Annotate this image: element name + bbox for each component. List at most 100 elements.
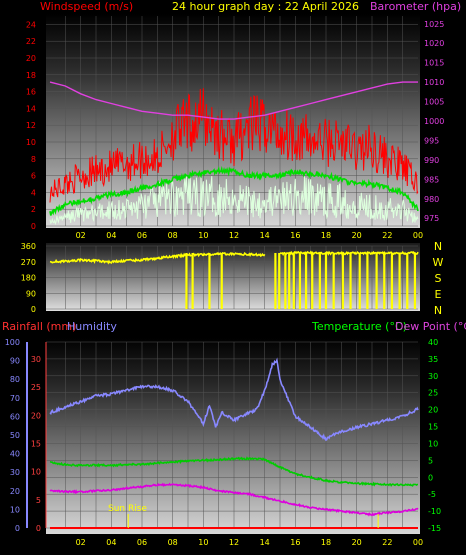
tick-label: 20	[428, 406, 438, 415]
tick-label: 12	[229, 538, 239, 547]
temperature-series	[49, 357, 419, 529]
tick-label: 0	[36, 524, 41, 533]
direction-series	[49, 250, 419, 309]
tick-label: 975	[424, 214, 439, 223]
direction-line	[279, 250, 419, 257]
tick-label: 1015	[424, 59, 444, 68]
tick-label: 10	[26, 138, 36, 147]
tick-label: 1005	[424, 98, 444, 107]
tick-label: -5	[428, 490, 436, 499]
temperature-axis-title: Temperature (°C)	[312, 320, 407, 333]
tick-label: 10	[198, 231, 208, 240]
tick-label: 90	[26, 289, 36, 298]
tick-label: 14	[260, 538, 270, 547]
tick-label: 35	[428, 355, 438, 364]
tick-label: 12	[229, 231, 239, 240]
tick-label: 995	[424, 136, 439, 145]
tick-label: 10	[428, 439, 438, 448]
tick-label: 06	[137, 538, 147, 547]
tick-label: 1020	[424, 39, 444, 48]
tick-label: 990	[424, 156, 439, 165]
tick-label: 80	[10, 375, 20, 384]
wind-series	[49, 81, 419, 226]
tick-labels: 0246810121416182022249759809859909951000…	[5, 20, 445, 547]
tick-label: 2	[31, 205, 36, 214]
tick-label: 1010	[424, 78, 444, 87]
tick-label: 30	[31, 355, 41, 364]
windspeed-axis-title: Windspeed (m/s)	[40, 0, 134, 13]
tick-label: 10	[31, 468, 41, 477]
tick-label: 985	[424, 175, 439, 184]
tick-label: 5	[428, 456, 433, 465]
tick-label: -10	[428, 507, 441, 516]
tick-label: 360	[21, 242, 36, 251]
tick-label: 980	[424, 195, 439, 204]
average-wind-line	[49, 165, 419, 216]
tick-label: 00	[413, 231, 423, 240]
tick-label: 20	[352, 231, 362, 240]
dewpoint-axis-title: Dew Point (°C)	[395, 320, 466, 333]
tick-label: 14	[26, 104, 36, 113]
tick-label: 20	[10, 487, 20, 496]
tick-label: 00	[413, 538, 423, 547]
tick-label: 1000	[424, 117, 444, 126]
compass-label: W	[433, 256, 444, 269]
barometer-line	[49, 81, 418, 120]
tick-label: 90	[10, 357, 20, 366]
tick-label: 16	[26, 88, 36, 97]
compass-label: S	[435, 272, 442, 285]
tick-label: 16	[290, 538, 300, 547]
tick-label: 14	[260, 231, 270, 240]
dewpoint-line	[49, 482, 419, 517]
tick-label: 04	[106, 538, 116, 547]
tick-label: 0	[15, 524, 20, 533]
tick-label: 60	[10, 412, 20, 421]
tick-label: 1025	[424, 20, 444, 29]
sunrise-label: Sun Rise	[108, 504, 147, 514]
tick-label: 15	[428, 423, 438, 432]
humidity-axis-title: Humidity	[67, 320, 117, 333]
tick-label: 18	[321, 538, 331, 547]
rainfall-axis-title: Rainfall (mm)	[2, 320, 77, 333]
compass-label: E	[435, 288, 442, 301]
min-wind-line	[49, 176, 419, 226]
tick-label: 08	[168, 231, 178, 240]
tick-label: 30	[428, 372, 438, 381]
tick-label: 0	[31, 305, 36, 314]
tick-label: 20	[31, 411, 41, 420]
compass-label: N	[434, 304, 442, 317]
tick-label: -15	[428, 524, 441, 533]
temp-plot-area	[46, 338, 420, 534]
gust-line	[49, 88, 419, 203]
tick-label: 25	[31, 383, 41, 392]
tick-label: 15	[31, 439, 41, 448]
tick-label: 18	[321, 231, 331, 240]
tick-label: 22	[382, 538, 392, 547]
tick-label: 02	[76, 231, 86, 240]
tick-label: 10	[198, 538, 208, 547]
tick-label: 180	[21, 274, 36, 283]
direction-line	[49, 251, 266, 265]
temperature-line	[50, 456, 418, 487]
tick-label: 22	[382, 231, 392, 240]
tick-label: 0	[31, 222, 36, 231]
tick-label: 270	[21, 258, 36, 267]
tick-label: 16	[290, 231, 300, 240]
tick-label: 08	[168, 538, 178, 547]
tick-label: 5	[36, 496, 41, 505]
barometer-axis-title: Barometer (hpa)	[370, 0, 462, 13]
tick-label: 06	[137, 231, 147, 240]
tick-label: 24	[26, 20, 36, 29]
tick-label: 50	[10, 431, 20, 440]
tick-label: 20	[352, 538, 362, 547]
tick-label: 70	[10, 394, 20, 403]
tick-label: 8	[31, 155, 36, 164]
chart-title: 24 hour graph day : 22 April 2026	[172, 0, 359, 13]
tick-label: 6	[31, 172, 36, 181]
tick-label: 04	[106, 231, 116, 240]
tick-label: 25	[428, 389, 438, 398]
humidity-line	[49, 357, 419, 442]
tick-label: 22	[26, 37, 36, 46]
tick-label: 40	[428, 338, 438, 347]
tick-label: 40	[10, 450, 20, 459]
